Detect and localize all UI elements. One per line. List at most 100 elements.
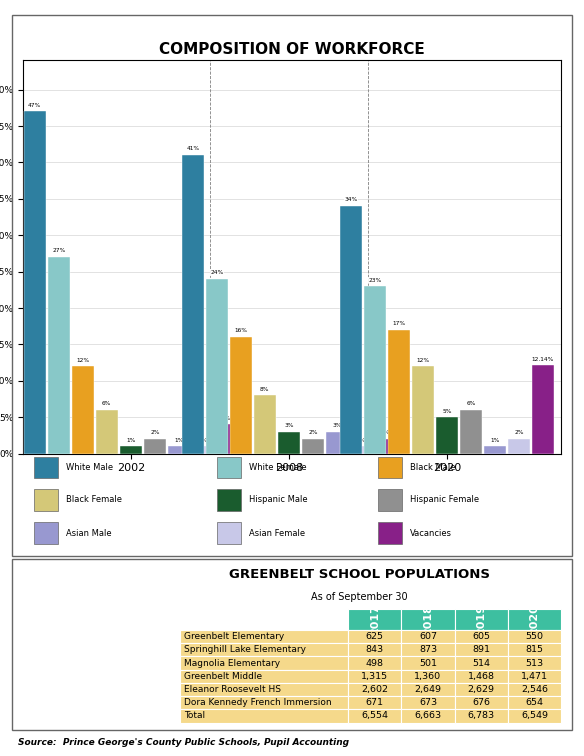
Text: 1%: 1%	[356, 438, 366, 443]
Bar	[412, 366, 434, 454]
Text: 501: 501	[419, 658, 437, 668]
Text: Hispanic Female: Hispanic Female	[410, 495, 479, 504]
Bar	[254, 395, 276, 454]
Text: 625: 625	[366, 632, 384, 641]
Text: 6%: 6%	[102, 401, 112, 406]
Text: 1%: 1%	[126, 438, 135, 443]
Text: 1,468: 1,468	[468, 672, 495, 681]
Bar	[454, 696, 508, 709]
Bar	[180, 683, 348, 696]
Text: 654: 654	[526, 699, 544, 707]
Bar	[508, 630, 561, 643]
Text: 12%: 12%	[77, 358, 89, 363]
Bar	[508, 709, 561, 723]
Text: 498: 498	[366, 658, 384, 668]
Text: 1%: 1%	[174, 438, 183, 443]
Text: 1%: 1%	[490, 438, 499, 443]
Bar	[508, 670, 561, 683]
Text: 24%: 24%	[210, 270, 224, 275]
Bar	[401, 683, 454, 696]
Text: 673: 673	[419, 699, 437, 707]
Bar	[436, 417, 458, 454]
FancyBboxPatch shape	[217, 489, 241, 510]
Bar	[96, 410, 117, 454]
Text: 2018: 2018	[423, 604, 433, 635]
Bar	[388, 330, 409, 454]
Bar	[454, 609, 508, 630]
Text: 6,554: 6,554	[361, 711, 388, 720]
Text: Dora Kennedy French Immersion: Dora Kennedy French Immersion	[185, 699, 332, 707]
Text: 6,783: 6,783	[468, 711, 495, 720]
Text: Source:  Prince George's County Public Schools, Pupil Accounting: Source: Prince George's County Public Sc…	[18, 738, 349, 747]
Text: 843: 843	[366, 646, 384, 655]
FancyBboxPatch shape	[217, 522, 241, 544]
Text: Vacancies: Vacancies	[410, 528, 452, 538]
Bar	[48, 257, 69, 454]
Bar	[278, 432, 300, 454]
Bar	[508, 439, 530, 454]
Bar	[374, 439, 396, 454]
Text: 671: 671	[366, 699, 384, 707]
Bar	[180, 643, 348, 656]
Text: 12%: 12%	[416, 358, 429, 363]
Text: 2%: 2%	[514, 430, 524, 435]
Bar	[401, 609, 454, 630]
Bar	[401, 670, 454, 683]
Text: 605: 605	[472, 632, 490, 641]
Text: 1,471: 1,471	[521, 672, 548, 681]
Text: 513: 513	[526, 658, 544, 668]
Bar	[348, 643, 401, 656]
Title: COMPOSITION OF WORKFORCE: COMPOSITION OF WORKFORCE	[159, 42, 425, 57]
Bar	[401, 630, 454, 643]
Bar	[348, 609, 401, 630]
Bar	[326, 432, 347, 454]
Text: 47%: 47%	[28, 103, 41, 108]
Text: 873: 873	[419, 646, 437, 655]
Text: 891: 891	[472, 646, 490, 655]
Text: 12.14%: 12.14%	[532, 357, 554, 361]
Bar	[348, 670, 401, 683]
Text: 2%: 2%	[308, 430, 318, 435]
Bar	[180, 696, 348, 709]
Text: 2,602: 2,602	[361, 685, 388, 694]
Text: 1,315: 1,315	[361, 672, 388, 681]
Text: White Male: White Male	[67, 463, 113, 472]
Bar	[454, 630, 508, 643]
Text: 6,549: 6,549	[521, 711, 548, 720]
Bar	[401, 696, 454, 709]
Bar	[508, 643, 561, 656]
Text: 23%: 23%	[368, 277, 381, 283]
Bar	[508, 656, 561, 670]
Bar	[24, 111, 46, 454]
Text: Greenbelt Middle: Greenbelt Middle	[185, 672, 262, 681]
Text: 34%: 34%	[344, 197, 357, 203]
Text: 4%: 4%	[222, 416, 232, 421]
Text: 2,546: 2,546	[521, 685, 548, 694]
Text: 2017: 2017	[370, 604, 380, 635]
Bar	[168, 446, 190, 454]
Bar	[180, 630, 348, 643]
Text: Magnolia Elementary: Magnolia Elementary	[185, 658, 280, 668]
Text: 1%: 1%	[198, 438, 207, 443]
Text: 3%: 3%	[284, 423, 294, 428]
Bar	[348, 683, 401, 696]
FancyBboxPatch shape	[378, 489, 402, 510]
Bar	[192, 446, 214, 454]
Text: 2020: 2020	[530, 604, 540, 635]
Bar	[508, 683, 561, 696]
FancyBboxPatch shape	[378, 522, 402, 544]
Bar	[454, 709, 508, 723]
Text: 8%: 8%	[260, 387, 270, 392]
Bar	[350, 446, 371, 454]
Text: Eleanor Roosevelt HS: Eleanor Roosevelt HS	[185, 685, 281, 694]
Bar	[302, 439, 324, 454]
Text: 607: 607	[419, 632, 437, 641]
Bar	[454, 643, 508, 656]
Text: 41%: 41%	[186, 147, 199, 151]
Bar	[401, 656, 454, 670]
Text: 2%: 2%	[380, 430, 390, 435]
Bar	[508, 696, 561, 709]
Text: 676: 676	[472, 699, 490, 707]
Bar	[348, 709, 401, 723]
Bar	[72, 366, 93, 454]
